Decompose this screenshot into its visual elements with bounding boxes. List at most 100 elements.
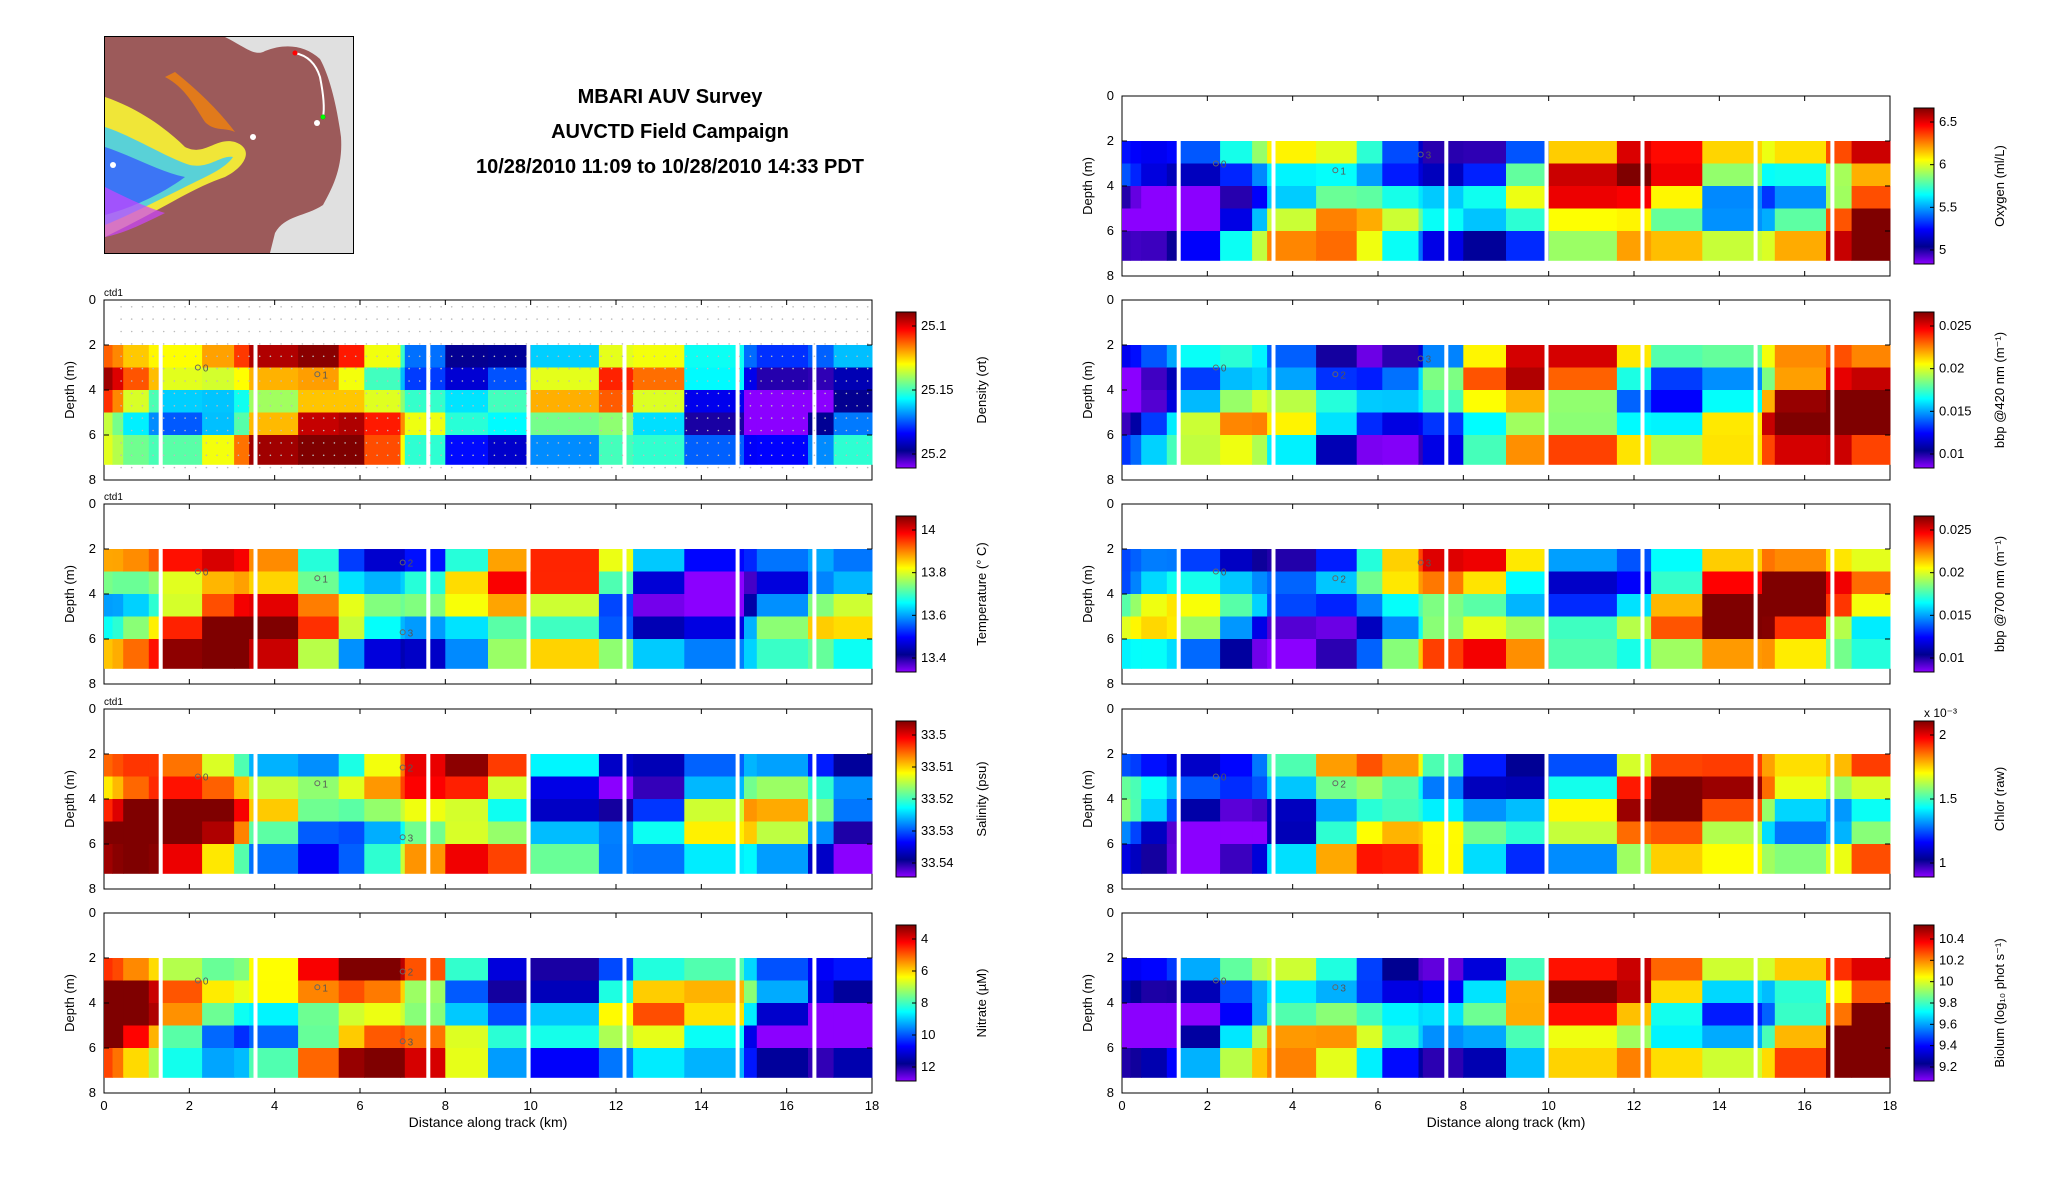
- sample-point: [184, 343, 186, 345]
- section-cell: [1422, 754, 1464, 777]
- sample-point: [194, 405, 197, 407]
- waypoint-label: 0: [203, 568, 209, 579]
- section-cell: [1422, 163, 1464, 187]
- waypoint-marker: [1417, 355, 1424, 362]
- sample-point: [813, 442, 816, 444]
- section-cell: [1382, 412, 1420, 436]
- section-cell: [364, 549, 402, 572]
- sample-point: [824, 318, 826, 320]
- sample-point: [237, 306, 240, 308]
- section-cell: [104, 799, 113, 822]
- waypoint-label: 2: [1340, 370, 1346, 381]
- section-cell: [1252, 367, 1268, 391]
- section-cell: [1252, 1003, 1268, 1026]
- sample-point: [258, 429, 261, 432]
- sample-point: [333, 367, 336, 370]
- section-cell: [1851, 799, 1891, 822]
- section-cell: [404, 367, 446, 391]
- sample-point: [397, 392, 400, 395]
- section-cell: [598, 958, 634, 981]
- sample-point: [173, 343, 176, 345]
- sample-point: [440, 355, 442, 358]
- sample-point: [685, 330, 688, 333]
- section-cell: [1267, 799, 1317, 822]
- sample-point: [621, 380, 624, 382]
- sample-point: [632, 466, 634, 469]
- sample-point: [493, 392, 496, 395]
- sample-point: [685, 355, 688, 358]
- sample-point: [173, 318, 176, 320]
- section-cell: [598, 776, 634, 800]
- sample-point: [290, 454, 293, 457]
- sample-point: [664, 330, 666, 333]
- sample-point: [664, 454, 666, 457]
- x-tick-label: 8: [1460, 1098, 1467, 1113]
- section-cell: [1179, 435, 1221, 465]
- section-cell: [1316, 208, 1358, 232]
- sample-point: [589, 454, 592, 457]
- sample-point: [514, 442, 517, 444]
- section-cell: [1702, 1048, 1763, 1078]
- profile-gap: [1444, 345, 1449, 469]
- sample-point: [504, 466, 506, 469]
- sample-point: [120, 454, 122, 457]
- sample-point: [568, 417, 570, 419]
- section-cell: [445, 821, 489, 845]
- section-cell: [1252, 549, 1268, 572]
- section-cell: [338, 1003, 365, 1026]
- sample-point: [856, 343, 858, 345]
- section-cell: [1179, 231, 1221, 261]
- profile-gap: [1176, 754, 1181, 878]
- section-cell: [1851, 208, 1891, 232]
- waypoint-marker: [1212, 977, 1219, 984]
- section-cell: [598, 1003, 634, 1026]
- section-cell: [488, 412, 532, 436]
- sample-point: [472, 343, 474, 345]
- section-cell: [808, 844, 835, 874]
- section-cell: [234, 345, 250, 368]
- section-cell: [364, 1003, 402, 1026]
- sample-point: [728, 306, 730, 308]
- sample-point: [461, 330, 464, 333]
- sample-point: [653, 380, 656, 382]
- sample-point: [642, 343, 645, 345]
- sample-point: [632, 454, 634, 457]
- sample-point: [749, 417, 752, 419]
- profile-gap: [622, 754, 627, 878]
- sample-point: [141, 454, 144, 457]
- y-axis-label: Depth (m): [1080, 361, 1095, 419]
- section-cell: [234, 958, 250, 981]
- sample-point: [546, 318, 549, 320]
- section-cell: [1548, 163, 1618, 187]
- section-cell: [1220, 594, 1253, 617]
- section-cell: [249, 345, 299, 368]
- section-cell: [1418, 208, 1424, 232]
- section-cell: [808, 1025, 835, 1049]
- sample-point: [333, 343, 336, 345]
- sample-point: [696, 367, 698, 370]
- section-cell: [1651, 821, 1703, 845]
- profile-gap: [526, 345, 531, 469]
- waypoint-label: 3: [408, 1037, 414, 1048]
- sample-point: [834, 330, 837, 333]
- section-cell: [1422, 1003, 1464, 1026]
- section-cell: [364, 390, 402, 413]
- section-cell: [202, 754, 235, 777]
- inset-map-graphic: [105, 37, 353, 253]
- section-cell: [488, 390, 532, 413]
- sample-point: [802, 380, 805, 382]
- section-cell: [1548, 367, 1618, 391]
- title-line-2: AUVCTD Field Campaign: [551, 121, 789, 143]
- section-cell: [1179, 141, 1221, 164]
- sample-point: [184, 429, 186, 432]
- sample-point: [461, 417, 464, 419]
- y-tick-label: 4: [89, 995, 96, 1010]
- sample-point: [461, 454, 464, 457]
- profile-gap: [158, 549, 163, 673]
- section-cell: [1851, 844, 1891, 874]
- sample-point: [365, 367, 368, 370]
- profile-gap: [622, 549, 627, 673]
- sample-point: [717, 454, 720, 457]
- section-cell: [1220, 367, 1253, 391]
- sample-point: [674, 392, 677, 395]
